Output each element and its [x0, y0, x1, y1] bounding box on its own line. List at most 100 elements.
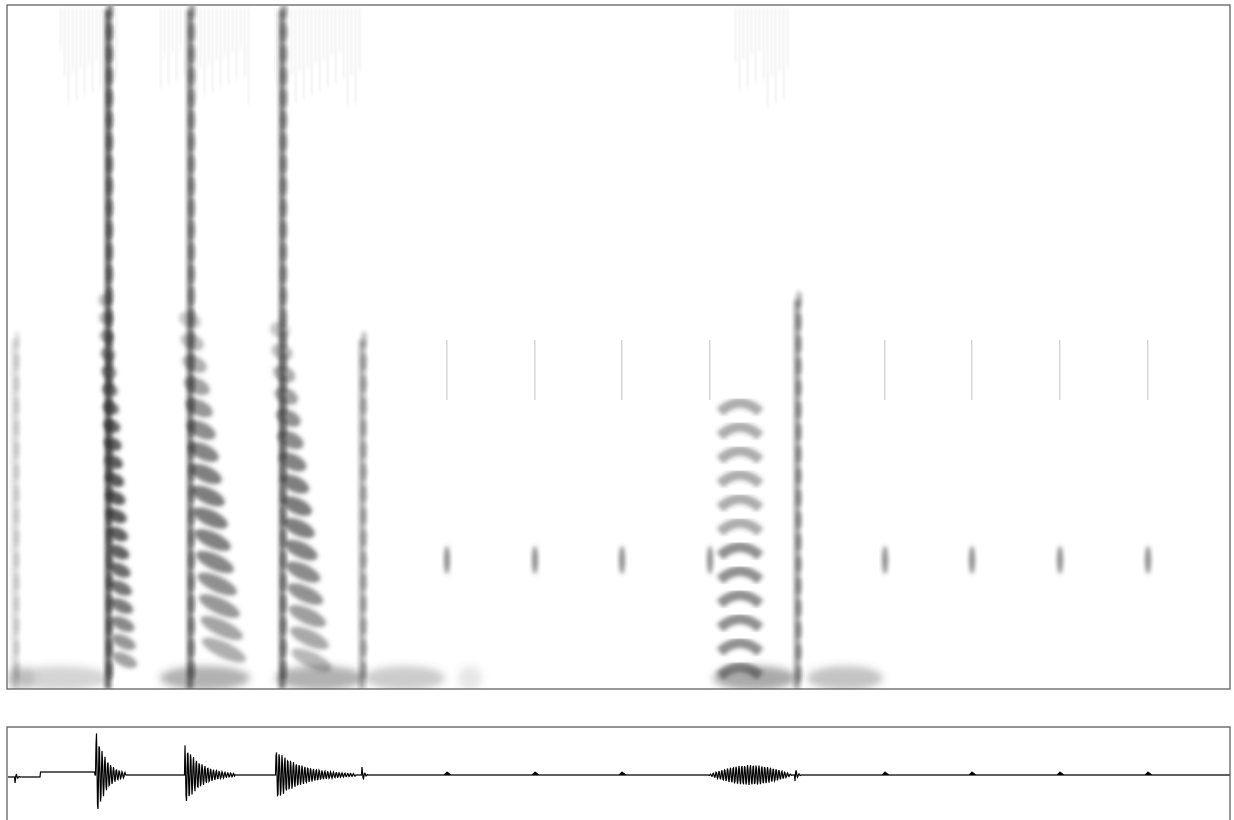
- streak-ripple: [189, 287, 195, 305]
- streak-ripple: [281, 639, 287, 657]
- haze: [176, 8, 178, 80]
- haze: [188, 8, 190, 104]
- streak-ripple: [361, 507, 367, 525]
- streak-ripple: [14, 551, 20, 569]
- tick-mark: [619, 546, 625, 574]
- streak-ripple: [361, 529, 367, 547]
- streak-ripple: [14, 595, 20, 613]
- streak-ripple: [107, 639, 113, 657]
- haze: [775, 8, 777, 103]
- tick-trace: [446, 340, 448, 400]
- streak-ripple: [796, 379, 802, 397]
- streak-ripple: [796, 313, 802, 331]
- streak-ripple: [189, 243, 195, 261]
- haze: [307, 8, 309, 67]
- tick-trace: [534, 340, 536, 400]
- tick-trace: [621, 340, 623, 400]
- streak-ripple: [796, 577, 802, 595]
- tick-trace: [1059, 340, 1061, 400]
- streak-ripple: [189, 265, 195, 283]
- haze: [88, 8, 90, 64]
- haze: [196, 8, 198, 100]
- energy-blob: [5, 666, 35, 690]
- haze: [347, 8, 349, 107]
- streak-ripple: [189, 221, 195, 239]
- streak-ripple: [361, 551, 367, 569]
- streak-ripple: [189, 573, 195, 591]
- streak-ripple: [281, 111, 287, 129]
- haze: [108, 8, 110, 84]
- haze: [295, 8, 297, 103]
- streak-ripple: [14, 463, 20, 481]
- streak-ripple: [361, 617, 367, 635]
- streak-ripple: [796, 401, 802, 419]
- streak-ripple: [189, 639, 195, 657]
- energy-blob: [160, 666, 250, 690]
- streak-ripple: [361, 331, 367, 349]
- haze: [751, 8, 753, 55]
- haze: [164, 8, 166, 56]
- streak-ripple: [361, 375, 367, 393]
- streak-ripple: [14, 419, 20, 437]
- haze: [311, 8, 313, 95]
- streak-ripple: [107, 111, 113, 129]
- streak-ripple: [107, 177, 113, 195]
- haze: [216, 8, 218, 60]
- haze: [116, 8, 118, 80]
- streak-ripple: [189, 199, 195, 217]
- haze: [287, 8, 289, 107]
- tick-mark: [444, 546, 450, 574]
- streak-ripple: [281, 287, 287, 305]
- haze: [739, 8, 741, 91]
- streak-ripple: [107, 67, 113, 85]
- streak-ripple: [796, 643, 802, 661]
- haze: [200, 8, 202, 68]
- streak-ripple: [281, 617, 287, 635]
- haze: [315, 8, 317, 63]
- streak-ripple: [189, 133, 195, 151]
- streak-ripple: [189, 595, 195, 613]
- haze: [168, 8, 170, 84]
- streak-ripple: [796, 621, 802, 639]
- haze: [220, 8, 222, 88]
- haze: [771, 8, 773, 75]
- streak-ripple: [107, 133, 113, 151]
- streak-ripple: [281, 89, 287, 107]
- haze: [184, 8, 186, 76]
- streak-ripple: [796, 291, 802, 309]
- haze: [743, 8, 745, 59]
- streak-ripple: [189, 551, 195, 569]
- tick-trace: [884, 340, 886, 400]
- streak-ripple: [14, 353, 20, 371]
- haze: [735, 8, 737, 63]
- energy-blob: [458, 666, 482, 690]
- streak-ripple: [14, 639, 20, 657]
- streak-ripple: [107, 155, 113, 173]
- streak-ripple: [361, 639, 367, 657]
- streak-ripple: [361, 397, 367, 415]
- tick-mark: [882, 546, 888, 574]
- haze: [204, 8, 206, 96]
- streak-ripple: [281, 199, 287, 217]
- haze: [335, 8, 337, 83]
- streak-ripple: [796, 533, 802, 551]
- streak-ripple: [14, 397, 20, 415]
- streak-ripple: [14, 617, 20, 635]
- streak-ripple: [14, 661, 20, 679]
- streak-ripple: [14, 441, 20, 459]
- streak-ripple: [361, 463, 367, 481]
- haze: [351, 8, 353, 75]
- streak-ripple: [796, 467, 802, 485]
- haze: [240, 8, 242, 48]
- tick-mark: [1057, 546, 1063, 574]
- streak-ripple: [281, 221, 287, 239]
- tick-trace: [709, 340, 711, 400]
- haze: [323, 8, 325, 59]
- streak-ripple: [361, 353, 367, 371]
- streak-ripple: [796, 555, 802, 573]
- streak-ripple: [796, 357, 802, 375]
- streak-ripple: [189, 111, 195, 129]
- streak-ripple: [107, 199, 113, 217]
